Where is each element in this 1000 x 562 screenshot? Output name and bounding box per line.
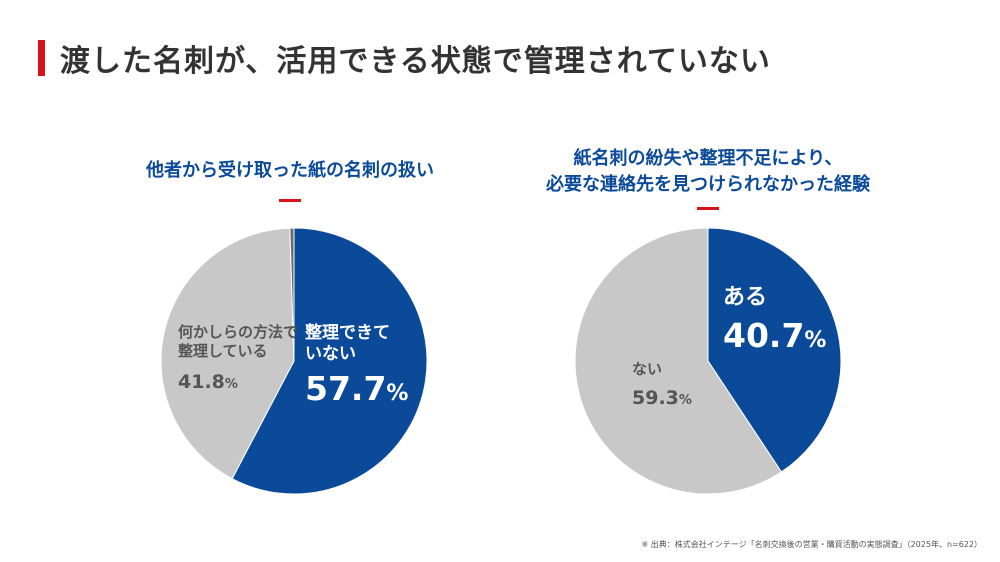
- chart-2-slice-1-value-unit: %: [678, 393, 692, 408]
- chart-1-slice-1-value-number: 41.8: [178, 371, 225, 393]
- chart-2-title-accent: [697, 207, 719, 210]
- chart-2-slice-1-label-line-1: ない: [632, 360, 663, 378]
- chart-1-slice-1-value: 41.8%: [178, 371, 298, 393]
- chart-1-slice-0-label-line-1: 整理できて: [305, 323, 390, 343]
- chart-1-title-text: 他者から受け取った紙の名刺の扱い: [146, 160, 434, 181]
- source-note: ※ 出典：株式会社インテージ「名刺交換後の営業・購買活動の実態調査」（2025年…: [641, 540, 983, 549]
- page-title: 渡した名刺が、活用できる状態で管理されていない: [60, 44, 771, 79]
- chart-2-slice-1-value: 59.3%: [632, 387, 692, 409]
- chart-1-slice-0-label-line-2: いない: [305, 344, 356, 364]
- chart-2-title-line-1: 紙名刺の紛失や整理不足により、: [573, 148, 843, 169]
- chart-2-slice-0-label: ある 40.7%: [723, 284, 826, 355]
- chart-1-slice-1-label: 何かしらの方法で 整理している 41.8%: [178, 323, 298, 393]
- chart-1-slice-1-value-unit: %: [224, 377, 238, 392]
- chart-2-slice-0-label-line-1: ある: [723, 285, 768, 310]
- chart-2-title-line-2: 必要な連絡先を見つけられなかった経験: [546, 174, 870, 195]
- title-accent-bar: [38, 40, 45, 76]
- chart-2-slice-0-value-unit: %: [804, 328, 827, 353]
- chart-2-slice-0-value: 40.7%: [723, 316, 826, 355]
- chart-1-slice-0-value: 57.7%: [305, 369, 408, 408]
- chart-1-title-accent: [279, 199, 301, 202]
- chart-1-slice-1-label-line-1: 何かしらの方法で: [178, 323, 299, 341]
- chart-1-slice-1: [160, 227, 295, 480]
- chart-2-slice-1-value-number: 59.3: [632, 387, 679, 409]
- chart-1-slice-0-label: 整理できて いない 57.7%: [305, 323, 408, 408]
- chart-1-title: 他者から受け取った紙の名刺の扱い: [90, 158, 490, 184]
- chart-1-slice-0: [231, 227, 428, 495]
- chart-1-slice-1-label-line-2: 整理している: [178, 342, 268, 360]
- chart-2-slice-1: [574, 227, 783, 495]
- chart-1-slice-0-value-unit: %: [386, 381, 409, 406]
- chart-2-title: 紙名刺の紛失や整理不足により、 必要な連絡先を見つけられなかった経験: [508, 146, 908, 198]
- chart-1-slice-2: [289, 227, 295, 362]
- chart-2-slice-1-label: ない 59.3%: [632, 360, 692, 409]
- chart-2-slice-0-value-number: 40.7: [723, 316, 805, 355]
- chart-1-slice-0-value-number: 57.7: [305, 369, 387, 408]
